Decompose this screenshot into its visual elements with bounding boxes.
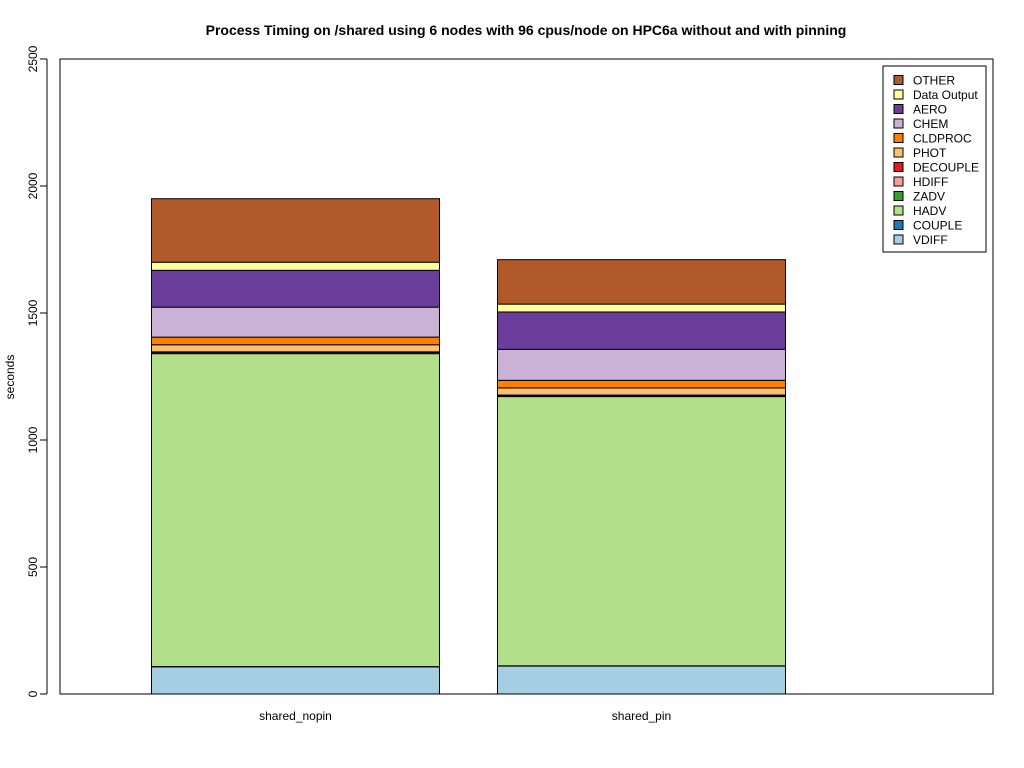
bar-segment-shared_pin-chem bbox=[497, 348, 786, 381]
legend-swatch-other bbox=[893, 75, 904, 85]
bar-segment-shared_pin-hadv bbox=[497, 396, 786, 667]
legend-label: AERO bbox=[913, 103, 947, 117]
y-tick-label: 2000 bbox=[26, 172, 40, 199]
legend-swatch-chem bbox=[893, 118, 904, 129]
x-tick-label: shared_nopin bbox=[259, 709, 332, 723]
y-tick-label: 500 bbox=[26, 557, 40, 577]
legend-label: DECOUPLE bbox=[913, 161, 979, 175]
legend-swatch-aero bbox=[893, 104, 904, 114]
legend-label: VDIFF bbox=[913, 233, 948, 247]
bar-segment-shared_pin-cldproc bbox=[497, 379, 786, 389]
x-axis-labels: shared_nopin shared_pin bbox=[259, 709, 671, 723]
legend-swatch-decouple bbox=[893, 162, 904, 172]
bar-segment-shared_nopin-chem bbox=[151, 306, 440, 338]
bar-segment-shared_pin-other bbox=[497, 259, 786, 305]
legend-swatch-cldproc bbox=[893, 133, 904, 143]
y-tick-label: 1500 bbox=[26, 299, 40, 326]
bar-segment-shared_nopin-hadv bbox=[151, 353, 440, 668]
legend-label: HDIFF bbox=[913, 175, 948, 189]
bar-segment-shared_pin-aero bbox=[497, 311, 786, 350]
legend-label: ZADV bbox=[913, 190, 945, 204]
bar-segment-shared_nopin-aero bbox=[151, 269, 440, 308]
bar-segment-shared_nopin-cldproc bbox=[151, 336, 440, 346]
bar-segment-shared_nopin-phot bbox=[151, 344, 440, 353]
bar-segment-shared_nopin-vdiff bbox=[151, 666, 440, 695]
legend-swatch-couple bbox=[893, 220, 904, 230]
legend-swatch-hdiff bbox=[893, 176, 904, 187]
bar-segment-shared_pin-vdiff bbox=[497, 665, 786, 695]
legend-label: OTHER bbox=[913, 74, 955, 88]
y-axis: 0 500 1000 1500 2000 2500 bbox=[26, 45, 48, 697]
legend-label: COUPLE bbox=[913, 219, 962, 233]
legend-swatch-hadv bbox=[893, 205, 904, 216]
y-tick-label: 1000 bbox=[26, 426, 40, 453]
x-tick-label: shared_pin bbox=[612, 709, 671, 723]
chart-title: Process Timing on /shared using 6 nodes … bbox=[206, 22, 847, 38]
legend-label: Data Output bbox=[913, 88, 978, 102]
bar-segment-shared_pin-phot bbox=[497, 387, 786, 396]
legend-swatch-zadv bbox=[893, 191, 904, 201]
y-axis-label: seconds bbox=[3, 355, 17, 400]
legend-swatch-phot bbox=[893, 147, 904, 158]
legend-label: CHEM bbox=[913, 117, 948, 131]
legend-swatch-data-output bbox=[893, 89, 904, 100]
bar-segment-shared_nopin-data-output bbox=[151, 261, 440, 271]
legend-label: PHOT bbox=[913, 146, 947, 160]
legend-swatch-vdiff bbox=[893, 234, 904, 245]
y-tick-label: 2500 bbox=[26, 45, 40, 72]
legend-label: CLDPROC bbox=[913, 132, 972, 146]
bar-segment-shared_pin-data-output bbox=[497, 303, 786, 313]
legend-label: HADV bbox=[913, 204, 946, 218]
bar-segment-shared_nopin-other bbox=[151, 198, 440, 263]
plot-area bbox=[59, 58, 994, 695]
y-tick-label: 0 bbox=[26, 690, 40, 697]
